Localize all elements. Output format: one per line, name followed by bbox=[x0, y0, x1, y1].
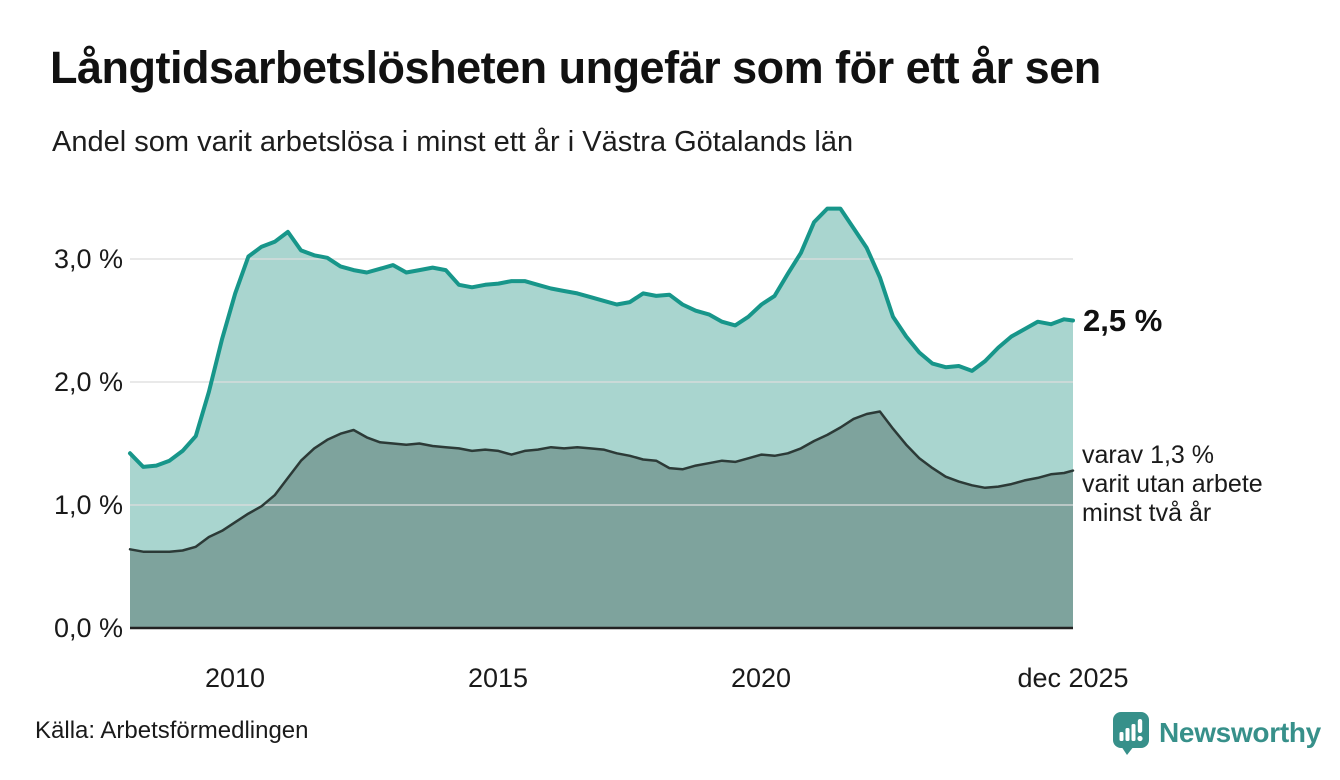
x-tick-label: 2015 bbox=[467, 663, 529, 693]
source-note: Källa: Arbetsförmedlingen bbox=[35, 717, 309, 744]
area-two-year bbox=[130, 411, 1073, 628]
newsworthy-wordmark: Newsworthy bbox=[1159, 717, 1321, 748]
x-tick-label: 2020 bbox=[730, 663, 792, 693]
latest-value-label: 2,5 % bbox=[1083, 303, 1163, 338]
chart-areas bbox=[130, 208, 1073, 628]
y-tick-label: 0,0 % bbox=[53, 613, 123, 643]
newsworthy-logo: Newsworthy bbox=[1113, 709, 1321, 757]
line-one-year bbox=[128, 206, 1075, 469]
chart-title: Långtidsarbetslösheten ungefär som för e… bbox=[50, 42, 1101, 93]
y-tick-label: 2,0 % bbox=[53, 367, 123, 397]
y-tick-label: 1,0 % bbox=[53, 490, 123, 520]
x-tick-label: 2010 bbox=[204, 663, 266, 693]
newsworthy-icon bbox=[1113, 711, 1149, 755]
y-tick-label: 3,0 % bbox=[53, 244, 123, 274]
chart-lines bbox=[128, 206, 1075, 553]
two-year-annotation: varav 1,3 % varit utan arbete minst två … bbox=[1082, 441, 1263, 527]
gridlines bbox=[130, 258, 1073, 506]
chart-subtitle: Andel som varit arbetslösa i minst ett å… bbox=[52, 126, 854, 158]
x-tick-label: dec 2025 bbox=[1017, 663, 1129, 693]
line-two-year bbox=[128, 410, 1075, 553]
